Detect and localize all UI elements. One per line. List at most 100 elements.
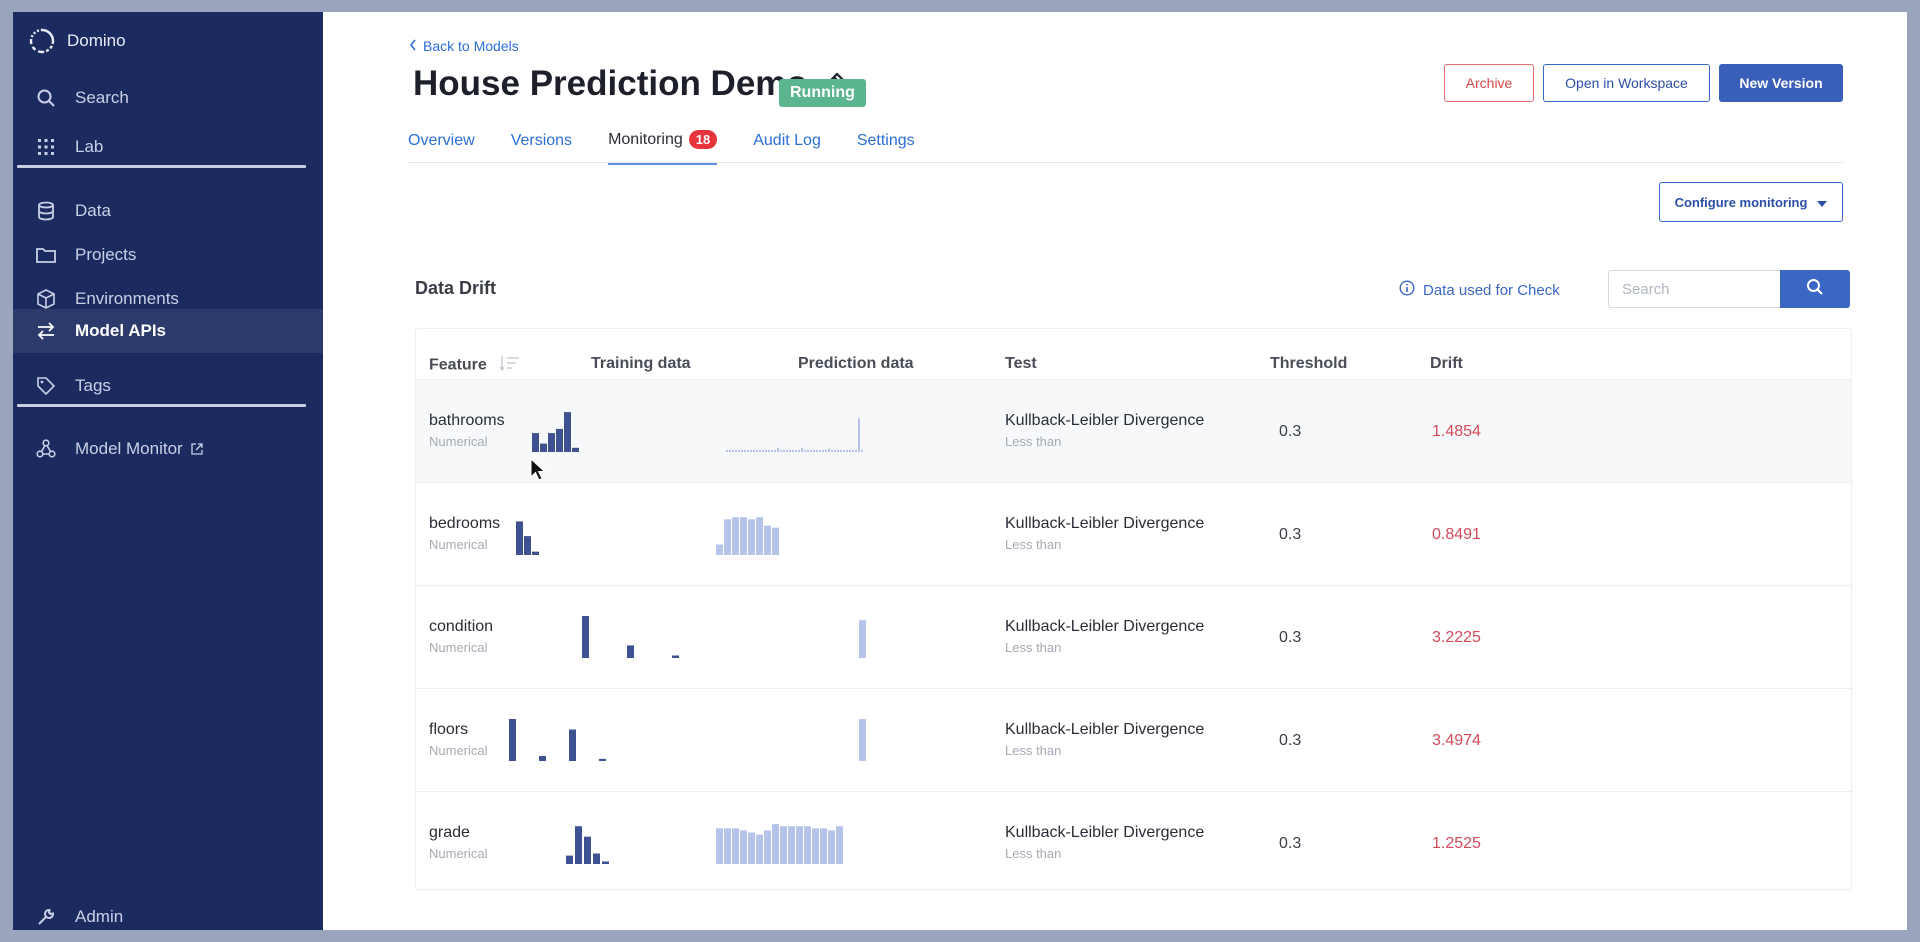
threshold-value: 0.3 xyxy=(1279,732,1302,749)
prediction-histogram-bar xyxy=(816,449,818,452)
tab-label: Overview xyxy=(408,131,475,149)
table-row[interactable]: bathrooms Numerical Kullback-Leibler Diver… xyxy=(416,379,1851,482)
training-histogram-bar xyxy=(524,536,531,555)
page-title-text: House Prediction Demo xyxy=(413,64,808,103)
sidebar-item-tags[interactable]: Tags xyxy=(13,364,323,408)
threshold-value: 0.3 xyxy=(1279,526,1302,543)
feature-name: floors xyxy=(429,721,469,738)
sidebar-item-admin[interactable]: Admin xyxy=(13,895,323,930)
prediction-histogram-bar xyxy=(810,449,812,452)
data-used-for-check-link[interactable]: Data used for Check xyxy=(1399,280,1560,300)
prediction-histogram-bar xyxy=(726,449,728,452)
prediction-histogram-bar xyxy=(740,830,747,864)
prediction-histogram-bar xyxy=(786,449,788,452)
prediction-histogram-bar xyxy=(732,828,739,864)
sidebar-item-model-apis[interactable]: Model APIs xyxy=(13,309,323,353)
tab-label: Versions xyxy=(510,131,573,149)
tab-audit-log[interactable]: Audit Log xyxy=(753,130,821,165)
sidebar-item-label: Admin xyxy=(75,907,124,926)
training-histogram-bar xyxy=(532,551,539,555)
prediction-histogram-bar xyxy=(744,449,746,452)
training-histogram-bar xyxy=(584,836,591,864)
sidebar-item-environments[interactable]: Environments xyxy=(13,277,323,321)
prediction-histogram-bar xyxy=(738,449,740,452)
tab-monitoring[interactable]: Monitoring 18 xyxy=(608,130,718,165)
tab-bar: Overview Versions Monitoring 18 Audit Log… xyxy=(408,130,951,165)
prediction-histogram-bar xyxy=(836,826,843,864)
training-histogram-bar xyxy=(572,447,579,452)
drift-value: 0.8491 xyxy=(1432,526,1481,543)
prediction-histogram-bar xyxy=(843,449,845,452)
sidebar-divider xyxy=(17,404,306,407)
brand[interactable]: Domino xyxy=(27,26,126,56)
table-row[interactable]: condition Numerical Kullback-Leibler Diver… xyxy=(416,585,1851,688)
sidebar: Domino Search Lab Data Projects Environm… xyxy=(13,12,323,930)
sidebar-item-data[interactable]: Data xyxy=(13,189,323,233)
sidebar-item-label: Model Monitor xyxy=(75,439,183,458)
feature-name: bathrooms xyxy=(429,412,505,429)
sort-icon[interactable] xyxy=(499,355,521,376)
training-histogram-bar xyxy=(593,853,600,864)
prediction-histogram-bar xyxy=(732,517,739,555)
sidebar-item-search[interactable]: Search xyxy=(13,76,323,120)
prediction-histogram-bar xyxy=(795,449,797,452)
configure-monitoring-dropdown[interactable]: Configure monitoring xyxy=(1659,182,1843,222)
prediction-histogram-bar xyxy=(724,519,731,555)
tab-settings[interactable]: Settings xyxy=(857,130,915,165)
test-operator: Less than xyxy=(1005,846,1062,861)
prediction-histogram-bar xyxy=(753,449,755,452)
sidebar-item-label: Data xyxy=(75,201,111,220)
prediction-histogram-bar xyxy=(774,449,776,452)
prediction-histogram-bar xyxy=(741,449,743,452)
search-icon xyxy=(35,87,57,109)
prediction-histogram-bar xyxy=(837,449,839,452)
sidebar-item-projects[interactable]: Projects xyxy=(13,233,323,277)
sidebar-item-label: Projects xyxy=(75,245,137,264)
training-histogram-bar xyxy=(532,433,539,452)
training-histogram xyxy=(566,826,609,864)
training-histogram xyxy=(532,412,579,452)
back-to-models-link[interactable]: Back to Models xyxy=(409,38,519,54)
prediction-histogram-bar xyxy=(750,449,752,452)
data-drift-table: Feature Training data Prediction data Te… xyxy=(415,328,1852,890)
training-histogram-bar xyxy=(672,655,679,658)
tab-versions[interactable]: Versions xyxy=(511,130,572,165)
prediction-histogram-bar xyxy=(828,448,830,452)
tab-overview[interactable]: Overview xyxy=(408,130,475,165)
table-row[interactable]: grade Numerical Kullback-Leibler Divergenc… xyxy=(416,791,1851,894)
caret-down-icon xyxy=(1817,195,1828,210)
training-histogram-bar xyxy=(566,855,573,864)
prediction-histogram-bar xyxy=(756,517,763,555)
training-histogram-bar xyxy=(569,729,576,761)
threshold-value: 0.3 xyxy=(1279,423,1302,440)
training-histogram-bar xyxy=(564,412,571,452)
table-row[interactable]: bedrooms Numerical Kullback-Leibler Diverg… xyxy=(416,482,1851,585)
sidebar-divider xyxy=(17,165,306,168)
prediction-histogram-bar xyxy=(780,449,782,452)
search-icon xyxy=(1806,278,1824,301)
prediction-histogram-bar xyxy=(852,449,854,452)
feature-type: Numerical xyxy=(429,537,488,552)
prediction-histogram-bar xyxy=(859,719,866,761)
column-header-feature[interactable]: Feature xyxy=(429,355,521,376)
training-histogram-bar xyxy=(627,645,634,658)
prediction-histogram-bar xyxy=(820,828,827,864)
search-input[interactable] xyxy=(1608,270,1788,308)
open-in-workspace-button[interactable]: Open in Workspace xyxy=(1543,64,1710,102)
search-button[interactable] xyxy=(1780,270,1850,308)
table-row[interactable]: floors Numerical Kullback-Leibler Divergen… xyxy=(416,688,1851,791)
sidebar-item-model-monitor[interactable]: Model Monitor xyxy=(13,427,323,471)
brand-name: Domino xyxy=(67,31,126,50)
prediction-histogram-bar xyxy=(804,449,806,452)
training-histogram-bar xyxy=(582,616,589,658)
test-name: Kullback-Leibler Divergence xyxy=(1005,721,1205,738)
prediction-histogram-bar xyxy=(780,826,787,864)
tab-label: Audit Log xyxy=(753,131,821,149)
archive-button[interactable]: Archive xyxy=(1444,64,1534,102)
alert-count-badge: 18 xyxy=(688,130,718,149)
new-version-button[interactable]: New Version xyxy=(1719,64,1843,102)
drift-value: 1.4854 xyxy=(1432,423,1481,440)
sidebar-item-lab[interactable]: Lab xyxy=(13,125,323,169)
threshold-value: 0.3 xyxy=(1279,835,1302,852)
swap-icon xyxy=(35,320,57,342)
